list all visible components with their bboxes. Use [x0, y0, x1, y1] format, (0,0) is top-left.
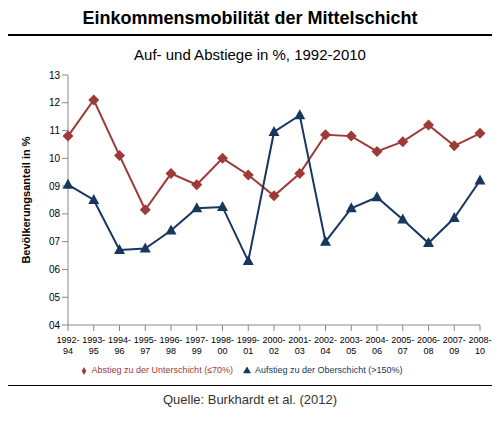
svg-text:10: 10 [49, 153, 61, 164]
svg-text:05: 05 [49, 292, 61, 303]
svg-text:08: 08 [49, 208, 61, 219]
svg-text:04: 04 [49, 320, 61, 331]
svg-text:13: 13 [49, 70, 61, 81]
svg-text:2004-06: 2004-06 [365, 335, 388, 356]
svg-text:2007-09: 2007-09 [443, 335, 466, 356]
svg-text:2006-08: 2006-08 [417, 335, 440, 356]
svg-text:06: 06 [49, 264, 61, 275]
svg-text:2002-04: 2002-04 [314, 335, 337, 356]
svg-text:1995-97: 1995-97 [134, 335, 157, 356]
html-text:Aufstieg zu der Oberschicht (>: Aufstieg zu der Oberschicht (>150%) [255, 365, 403, 375]
svg-text:2000-02: 2000-02 [262, 335, 285, 356]
svg-text:1999-01: 1999-01 [237, 335, 260, 356]
svg-text:1997-99: 1997-99 [185, 335, 208, 356]
svg-text:1994-96: 1994-96 [108, 335, 131, 356]
svg-text:1996-98: 1996-98 [159, 335, 182, 356]
svg-text:1992-94: 1992-94 [56, 335, 79, 356]
svg-text:07: 07 [49, 236, 61, 247]
svg-text:1993-95: 1993-95 [82, 335, 105, 356]
svg-text:11: 11 [50, 125, 61, 136]
svg-text:2001-03: 2001-03 [288, 335, 311, 356]
svg-text:12: 12 [49, 97, 61, 108]
html-text:Einkommensmobilität der Mittel: Einkommensmobilität der Mittelschicht [82, 8, 418, 28]
svg-text:1998-00: 1998-00 [211, 335, 234, 356]
svg-text:2008-10: 2008-10 [468, 335, 491, 356]
svg-text:2003-05: 2003-05 [340, 335, 363, 356]
svg-text:2005-07: 2005-07 [391, 335, 414, 356]
html-text:Quelle: Burkhardt et al. (2012: Quelle: Burkhardt et al. (2012) [162, 392, 338, 407]
html-text:Abstieg zu der Unterschicht (≤: Abstieg zu der Unterschicht (≤70%) [91, 365, 234, 375]
html-text:Auf- und Abstiege in %, 1992-2: Auf- und Abstiege in %, 1992-2010 [134, 46, 366, 63]
svg-text:Bevölkerungsanteil in %: Bevölkerungsanteil in % [20, 136, 32, 263]
svg-text:09: 09 [49, 181, 61, 192]
